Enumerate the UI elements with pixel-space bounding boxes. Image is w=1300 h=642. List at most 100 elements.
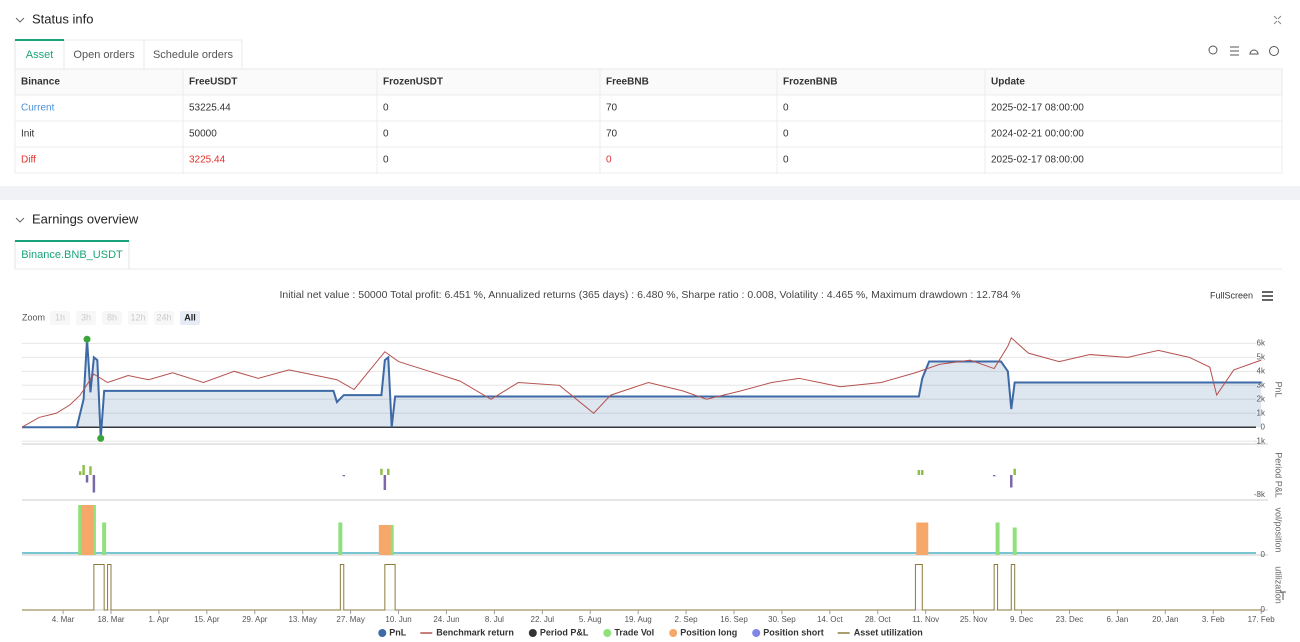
bar [380,468,383,475]
summary: Initial net value : 50000 Total profit: … [279,289,1020,301]
bar [78,505,83,555]
y-axis-title: PnL [1274,381,1284,397]
status-title: Status info [32,11,93,26]
zoom-button-label[interactable]: 24h [156,312,171,322]
table-cell: Diff [21,155,36,166]
x-tick-label: 1. Apr [148,615,169,624]
tab-label[interactable]: Schedule orders [153,49,234,61]
bar [81,505,94,555]
x-tick-label: 22. Jul [531,615,555,624]
zoom-button-label[interactable]: 1h [55,312,65,322]
table-cell: 0 [606,155,612,166]
download-icon[interactable] [1249,49,1259,55]
zoom-button-label[interactable]: 3h [81,312,91,322]
tab-label[interactable]: Open orders [73,49,135,61]
zoom-button-label[interactable]: 8h [107,312,117,322]
bar [102,522,107,555]
x-tick-label: 16. Sep [720,615,748,624]
y-axis-title: vol/position [1274,507,1284,552]
y-tick-label: 6k [1257,338,1266,347]
expand-icon[interactable] [1273,15,1282,25]
bar [389,525,394,555]
x-tick-label: 19. Aug [625,615,652,624]
y-tick-label: 2k [1257,394,1266,403]
scroll-top-icon[interactable] [1280,591,1286,600]
y-tick-label: 3k [1257,380,1266,389]
bar [995,522,1000,555]
chart-menu-icon[interactable] [1262,291,1273,301]
x-tick-label: 2. Sep [675,615,699,624]
bar [992,475,996,477]
x-tick-label: 27. May [336,615,364,624]
column-header: FrozenBNB [783,77,837,88]
zoom-button-label[interactable]: 12h [130,312,145,322]
search-icon[interactable] [1208,45,1218,55]
table-cell: Init [21,129,35,140]
zoom-button[interactable] [154,311,174,325]
legend-label[interactable]: Position short [763,627,824,637]
bar [387,468,390,475]
zoom-button[interactable] [180,311,200,325]
table-header-bg [14,68,1283,96]
x-tick-label: 9. Dec [1010,615,1033,624]
x-tick-label: 18. Mar [97,615,124,624]
zoom-button[interactable] [128,311,148,325]
zoom-button[interactable] [76,311,96,325]
tab[interactable] [143,39,243,70]
bar [342,475,346,477]
fullscreen-button[interactable]: FullScreen [1210,290,1253,300]
bar [917,470,921,475]
x-tick-label: 20. Jan [1152,615,1178,624]
legend-label[interactable]: Period P&L [540,627,589,637]
legend-label[interactable]: Benchmark return [436,627,514,637]
y-tick-label: -1k [1254,436,1266,445]
y-axis-title: utilization [1274,566,1284,604]
legend-label[interactable]: Trade Vol [614,627,654,637]
x-tick-label: 24. Jun [433,615,459,624]
x-tick-label: 8. Jul [485,615,504,624]
zoom-label: Zoom [22,312,45,322]
y-tick-label: 5k [1257,352,1266,361]
legend-label[interactable]: PnL [389,627,407,637]
table-cell: 0 [783,129,789,140]
y-tick-label: 1k [1257,408,1266,417]
zoom-button[interactable] [102,311,122,325]
table-cell: 70 [606,103,618,114]
bar [916,522,929,555]
x-tick-label: 29. Apr [242,615,268,624]
earnings-panel [0,200,1300,642]
step-line [22,564,1262,611]
legend-symbol [603,629,612,637]
column-header: Binance [21,77,60,88]
bar [1012,527,1017,555]
settings-icon[interactable] [1269,46,1279,56]
y-tick-label: 4k [1257,366,1266,375]
legend-symbol [752,629,761,637]
zoom-button[interactable] [50,311,70,325]
collapse-icon[interactable] [15,217,25,223]
legend-label[interactable]: Asset utilization [854,627,923,637]
table-cell: 70 [606,129,618,140]
column-header: FreeUSDT [189,77,237,88]
legend-symbol [528,629,537,637]
table-cell: 0 [383,129,389,140]
x-tick-label: 15. Apr [194,615,220,624]
bar [338,522,343,555]
bar [85,475,89,483]
bar [378,525,391,555]
column-header: FreeBNB [606,77,649,88]
extreme-marker [97,434,105,442]
table-cell: 53225.44 [189,103,231,114]
table-cell: Current [21,103,55,114]
tab-label[interactable]: Binance.BNB_USDT [21,249,123,261]
bar [78,471,82,475]
tab-label[interactable]: Asset [26,49,54,61]
collapse-icon[interactable] [15,17,25,23]
legend-label[interactable]: Position long [680,627,737,637]
menu-icon[interactable] [1230,46,1239,56]
legend-symbol [378,629,387,637]
table-cell: 0 [783,103,789,114]
x-tick-label: 4. Mar [52,615,75,624]
zoom-button-label[interactable]: All [184,312,196,322]
x-tick-label: 11. Nov [912,615,939,624]
